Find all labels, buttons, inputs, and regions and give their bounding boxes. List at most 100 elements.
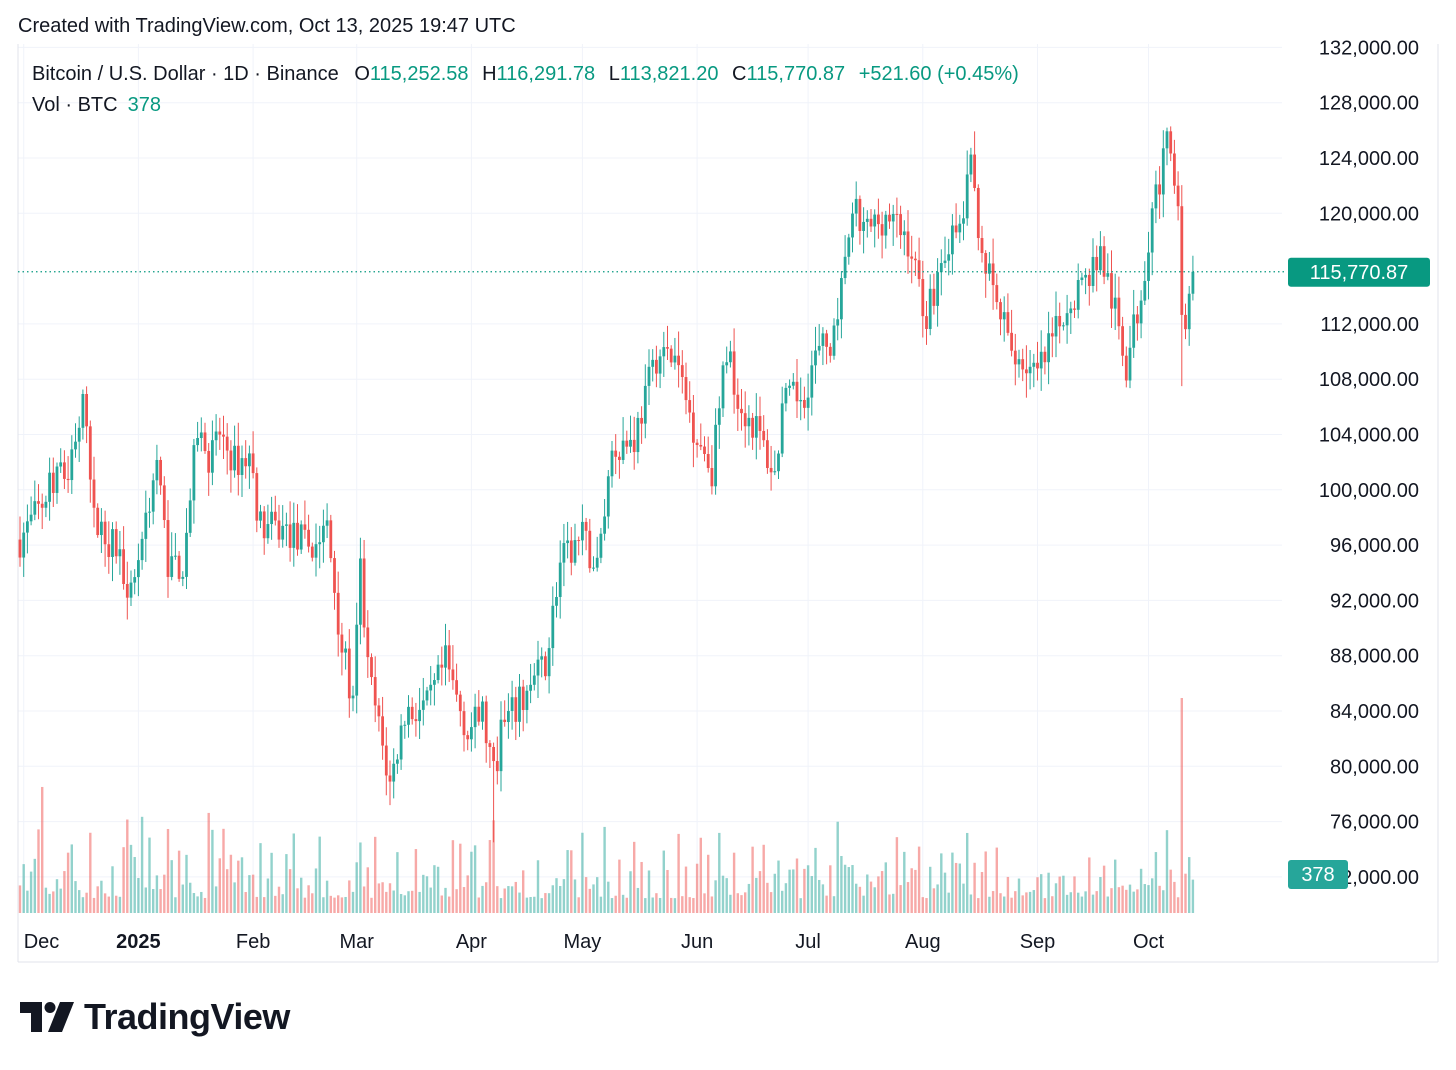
candle-body (1021, 359, 1025, 370)
volume-bar (177, 850, 181, 913)
candle-body (336, 592, 340, 635)
volume-bar (78, 890, 81, 913)
volume-bar (85, 892, 88, 913)
close-label: C (732, 63, 747, 85)
volume-bar (29, 871, 33, 913)
candle-body (277, 520, 281, 540)
volume-bar (181, 884, 184, 913)
candle-body (140, 538, 144, 561)
candle-body (521, 686, 525, 710)
volume-bar (910, 868, 913, 913)
candle-body (769, 467, 773, 473)
volume-bar (618, 859, 621, 913)
candle-body (758, 416, 762, 431)
volume-bar (821, 884, 825, 913)
tradingview-brand[interactable]: TradingView (20, 996, 290, 1038)
volume-bar (1099, 877, 1102, 913)
candle-body (59, 462, 63, 467)
candle-body (799, 399, 803, 402)
volume-bar (1154, 852, 1158, 913)
candle-body (636, 417, 640, 453)
brand-name: TradingView (84, 996, 290, 1037)
candle-body (618, 456, 621, 460)
candle-body (484, 701, 488, 744)
time-axis[interactable]: Dec 2025 Feb Mar Apr May Jun Jul Aug Sep Oct (24, 931, 1165, 953)
candle-body (1180, 206, 1184, 315)
candle-body (433, 680, 436, 685)
candle-body (55, 466, 59, 493)
volume-bar (1110, 888, 1113, 913)
time-tick-label: Sep (1020, 931, 1056, 953)
candle-body (736, 394, 740, 409)
candle-body (932, 288, 936, 306)
time-tick-label: Jun (681, 931, 713, 953)
volume-bar (880, 871, 884, 913)
candle-body (1091, 256, 1095, 286)
time-tick-label: Feb (236, 931, 270, 953)
volume-bar (422, 874, 425, 913)
candle-body (973, 154, 976, 188)
candle-body (969, 154, 973, 175)
candle-body (673, 355, 677, 363)
candle-body (1084, 274, 1087, 278)
volume-bar (570, 850, 573, 913)
candle-body (188, 500, 192, 533)
candle-body (203, 432, 207, 451)
volume-bar (325, 880, 329, 913)
volume-bar (1132, 891, 1135, 913)
volume-bar (658, 897, 662, 913)
candle-body (1132, 314, 1136, 348)
candle-body (1173, 153, 1176, 186)
candle-body (88, 426, 92, 480)
volume-bar (370, 897, 373, 913)
volume-bar (710, 896, 714, 913)
candle-body (399, 725, 403, 760)
volume-bar (858, 886, 862, 913)
volume-bar (407, 891, 410, 913)
candle-body (1028, 366, 1032, 374)
candle-body (251, 453, 255, 474)
candle-body (1076, 280, 1080, 310)
volume-bar (344, 896, 347, 913)
candle-body (492, 746, 495, 762)
candle-body (899, 214, 902, 236)
volume-bar (1095, 891, 1098, 913)
volume-bar (359, 842, 362, 913)
candle-body (544, 656, 547, 677)
candle-body (351, 695, 355, 699)
candle-body (218, 431, 222, 435)
price-tick-label: 120,000.00 (1319, 203, 1419, 225)
volume-bar (18, 885, 22, 913)
candle-body (821, 333, 825, 346)
candle-body (355, 624, 359, 696)
volume-bar (510, 886, 514, 913)
price-axis[interactable]: 132,000.00 128,000.00 124,000.00 120,000.00… (1319, 37, 1419, 889)
volume-bar (374, 836, 377, 913)
volume-bar (403, 895, 406, 913)
volume-bar (1088, 857, 1091, 913)
volume-bar (673, 898, 677, 913)
candle-body (677, 355, 680, 366)
volume-bar (473, 845, 477, 913)
candle-body (806, 397, 810, 408)
candle-body (828, 346, 832, 356)
volume-bar (1040, 874, 1043, 913)
candle-body (444, 645, 447, 668)
candle-body (699, 444, 703, 447)
volume-bar (203, 897, 207, 913)
volume-bar (1188, 857, 1191, 913)
candle-body (917, 260, 921, 280)
candle-body (1043, 351, 1047, 363)
volume-bar (503, 888, 506, 913)
axis-badges: 115,770.87 378 (1288, 257, 1430, 889)
candle-body (651, 359, 655, 367)
candle-body (954, 225, 958, 233)
candle-body (803, 399, 806, 408)
volume-bar (559, 886, 562, 913)
volume-bar (695, 863, 699, 913)
candle-body (1165, 131, 1169, 149)
volume-bar (825, 895, 828, 913)
volume-bar (377, 883, 381, 913)
volume-bar (1151, 878, 1154, 913)
